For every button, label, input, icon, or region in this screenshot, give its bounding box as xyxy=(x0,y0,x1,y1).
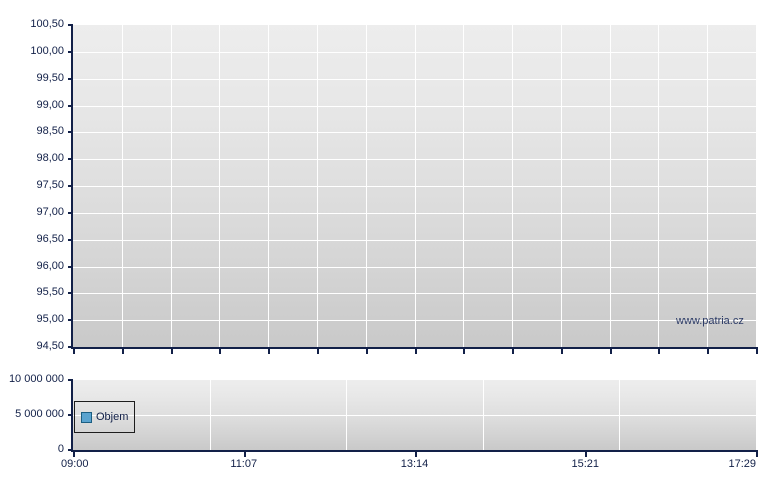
price-y-tick xyxy=(68,158,73,161)
volume-x-tick xyxy=(585,452,588,457)
volume-y-label: 0 xyxy=(57,443,64,455)
price-y-label: 96,50 xyxy=(36,232,64,245)
price-y-tick xyxy=(68,211,73,214)
price-gridline-v xyxy=(121,25,123,347)
price-x-tick xyxy=(414,349,417,354)
price-y-label: 97,50 xyxy=(36,179,64,191)
x-axis-label: 17:29 xyxy=(728,458,756,470)
volume-x-tick xyxy=(73,452,75,457)
price-gridline-v xyxy=(365,25,367,347)
volume-y-label: 10 000 000 xyxy=(8,373,64,385)
x-axis-label: 15:21 xyxy=(571,458,600,470)
price-y-tick xyxy=(68,238,73,241)
price-gridline-v xyxy=(512,25,514,347)
price-y-label: 98,50 xyxy=(36,125,64,138)
price-x-tick xyxy=(658,349,661,354)
price-x-tick xyxy=(463,349,466,354)
price-gridline-v xyxy=(316,25,318,347)
volume-y-tick xyxy=(68,414,73,416)
price-y-label: 96,00 xyxy=(36,259,64,272)
price-y-tick xyxy=(68,319,73,322)
price-gridline-v xyxy=(170,25,172,347)
volume-y-axis-line xyxy=(71,380,73,452)
price-y-label: 99,50 xyxy=(36,71,64,84)
price-gridline-v xyxy=(463,25,465,347)
price-x-axis-line xyxy=(71,347,758,349)
price-y-axis-line xyxy=(71,25,73,349)
price-y-tick xyxy=(68,265,73,268)
price-x-tick xyxy=(316,349,319,354)
price-y-label: 100,00 xyxy=(30,44,64,57)
price-y-label: 94,50 xyxy=(36,340,64,352)
price-gridline-v xyxy=(219,25,221,347)
price-x-tick xyxy=(268,349,271,354)
volume-y-label: 5 000 000 xyxy=(15,408,64,420)
price-gridline-v xyxy=(707,25,709,347)
volume-gridline-h xyxy=(73,415,756,416)
price-y-label: 100,50 xyxy=(30,18,64,30)
volume-legend[interactable]: Objem xyxy=(74,401,136,433)
price-y-tick xyxy=(68,346,73,348)
price-x-tick xyxy=(560,349,563,354)
price-x-tick xyxy=(512,349,515,354)
price-x-tick xyxy=(707,349,710,354)
volume-x-tick xyxy=(414,452,417,457)
price-x-tick xyxy=(219,349,222,354)
x-axis-label: 09:00 xyxy=(61,458,89,470)
x-axis-label: 13:14 xyxy=(400,458,429,470)
objem-legend-label: Objem xyxy=(96,411,129,423)
price-y-tick xyxy=(68,50,73,53)
price-y-label: 99,00 xyxy=(36,98,64,111)
price-x-tick xyxy=(609,349,612,354)
volume-x-tick xyxy=(756,452,758,457)
price-x-tick xyxy=(365,349,368,354)
price-y-tick xyxy=(68,77,73,80)
price-x-tick xyxy=(170,349,173,354)
price-gridline-v xyxy=(560,25,562,347)
x-axis-label: 11:07 xyxy=(230,458,258,470)
objem-color-swatch xyxy=(81,411,92,423)
price-y-tick xyxy=(68,185,73,187)
price-x-tick xyxy=(756,349,758,354)
price-y-tick xyxy=(68,131,73,134)
price-y-label: 95,50 xyxy=(36,286,64,299)
price-y-label: 98,00 xyxy=(36,152,64,165)
price-gridline-v xyxy=(658,25,660,347)
price-y-tick xyxy=(68,24,73,26)
volume-y-tick xyxy=(68,379,73,381)
price-y-tick xyxy=(68,292,73,295)
price-y-label: 95,00 xyxy=(36,313,64,326)
volume-y-tick xyxy=(68,449,73,451)
price-y-label: 97,00 xyxy=(36,205,64,218)
volume-x-axis-line xyxy=(71,450,758,452)
price-x-tick xyxy=(121,349,124,354)
price-chart-panel xyxy=(73,25,756,347)
volume-chart-panel xyxy=(73,380,756,450)
volume-x-tick xyxy=(243,452,246,457)
price-gridline-v xyxy=(609,25,611,347)
patria-watermark: www.patria.cz xyxy=(676,315,744,327)
price-y-tick xyxy=(68,104,73,107)
price-x-tick xyxy=(73,349,75,354)
price-gridline-v xyxy=(268,25,270,347)
price-gridline-v xyxy=(414,25,416,347)
